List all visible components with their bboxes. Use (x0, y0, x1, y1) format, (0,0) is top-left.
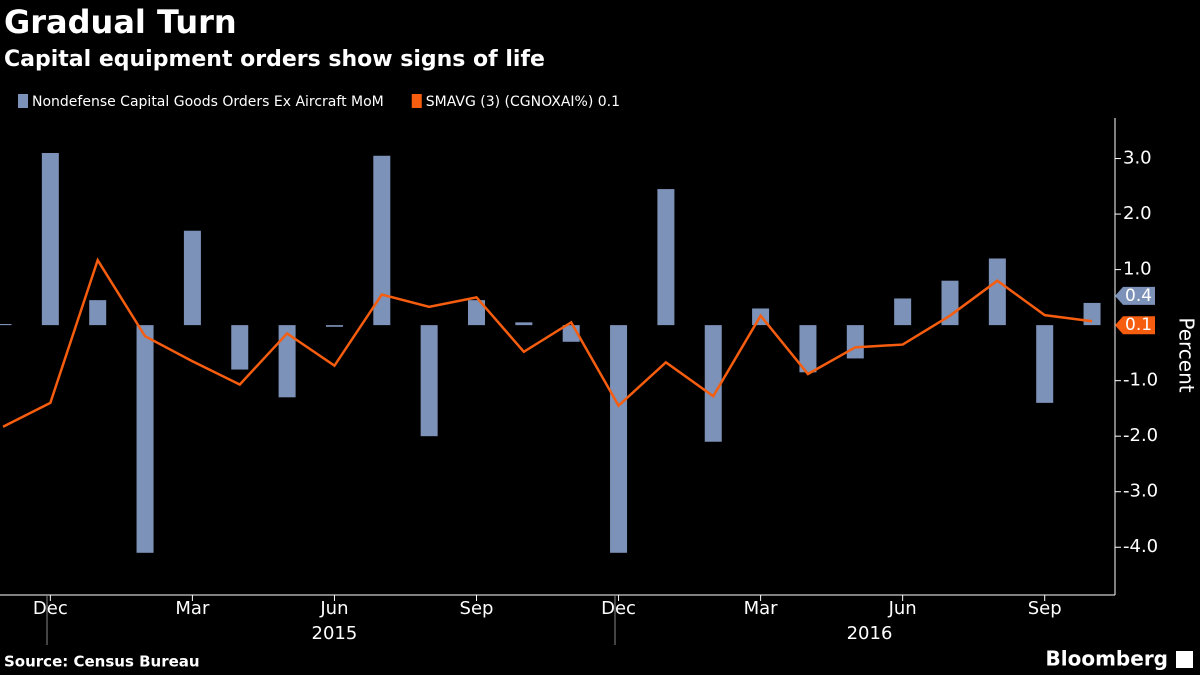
bar (420, 325, 438, 437)
x-tick-label: Sep (1028, 598, 1062, 619)
y-tick-label: 2.0 (1123, 203, 1152, 224)
end-label: 0.4 (1125, 286, 1152, 306)
chart-subtitle: Capital equipment orders show signs of l… (4, 47, 545, 72)
bar (278, 325, 296, 398)
source: Source: Census Bureau (4, 653, 200, 671)
legend-swatch (411, 94, 422, 108)
bar (231, 325, 249, 370)
x-tick-label: Mar (744, 598, 779, 619)
bar (515, 322, 533, 326)
bar (325, 325, 343, 327)
y-axis-label: Percent (1175, 317, 1199, 392)
bar (183, 230, 201, 326)
bar (0, 324, 12, 326)
bar (704, 325, 722, 442)
y-tick-label: -2.0 (1123, 425, 1158, 446)
legend-swatch (18, 94, 28, 108)
end-tag (1115, 286, 1155, 305)
bar (468, 300, 485, 326)
bar (988, 258, 1006, 326)
year-label: 2016 (847, 623, 893, 644)
bar (799, 325, 817, 373)
bar (136, 325, 154, 553)
legend-label: Nondefense Capital Goods Orders Ex Aircr… (32, 94, 384, 110)
bar (846, 325, 864, 359)
bar (1036, 325, 1054, 403)
chart-title: Gradual Turn (4, 3, 237, 41)
x-tick-label: Dec (601, 598, 636, 619)
bar (657, 189, 675, 326)
y-tick-label: -4.0 (1123, 536, 1158, 557)
brand: Bloomberg (1046, 647, 1168, 671)
y-tick-label: -1.0 (1123, 370, 1158, 391)
bar (89, 300, 107, 326)
end-tag (1115, 316, 1155, 335)
x-tick-label: Jun (888, 598, 917, 619)
bar (610, 325, 628, 553)
x-tick-label: Mar (175, 598, 210, 619)
end-label: 0.1 (1125, 315, 1152, 335)
y-tick-label: -3.0 (1123, 481, 1158, 502)
y-tick-label: 1.0 (1123, 259, 1152, 280)
bar (1083, 302, 1101, 326)
y-tick-label: 3.0 (1123, 148, 1152, 169)
legend-label: SMAVG (3) (CGNOXAI%) 0.1 (426, 94, 620, 110)
brand-icon (1176, 651, 1193, 668)
bar (373, 155, 391, 326)
x-tick-label: Jun (319, 598, 348, 619)
line (2, 257, 1093, 428)
bar (894, 298, 912, 326)
x-tick-label: Dec (33, 598, 68, 619)
bar (41, 152, 59, 326)
x-tick-label: Sep (460, 598, 494, 619)
year-label: 2015 (312, 623, 358, 644)
